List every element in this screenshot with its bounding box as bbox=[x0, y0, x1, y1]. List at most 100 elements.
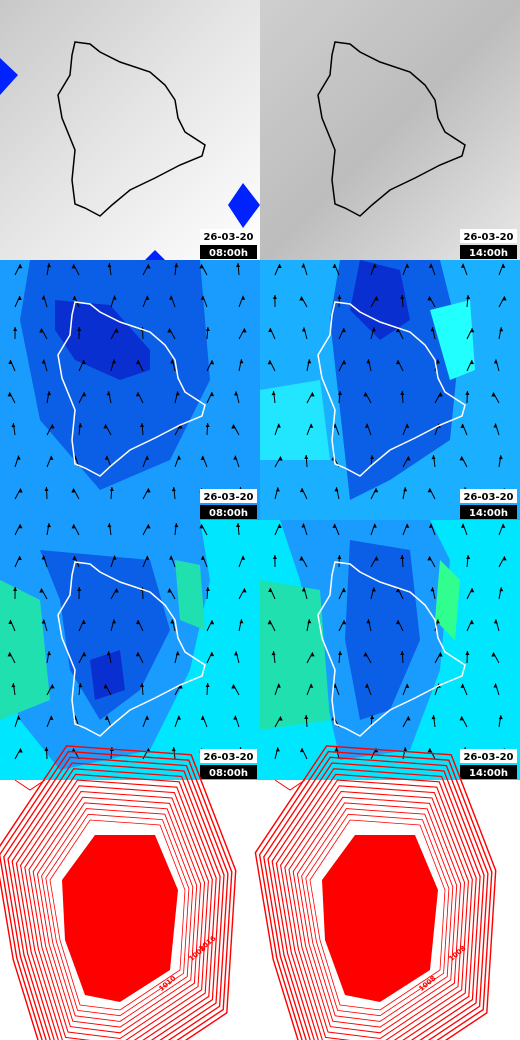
wind-arrow-head bbox=[405, 263, 410, 268]
wind-arrow-head bbox=[72, 295, 77, 300]
wind-arrow-head bbox=[200, 455, 205, 460]
map-panel: 26-03-20 14:00h bbox=[260, 260, 520, 520]
isobar bbox=[284, 785, 469, 1040]
coastline bbox=[317, 561, 466, 737]
map-panel: 26-03-20 08:00h bbox=[0, 520, 260, 780]
wind-arrow bbox=[232, 424, 240, 436]
wind-arrow-head bbox=[8, 359, 13, 364]
wind-arrow-head bbox=[438, 652, 443, 657]
date-label: 26-03-20 bbox=[203, 492, 253, 503]
wind-arrow-head bbox=[395, 620, 400, 625]
wind-arrow-head bbox=[210, 652, 215, 657]
wind-arrow-head bbox=[460, 683, 465, 688]
wind-arrow-head bbox=[491, 652, 496, 657]
wind-arrow-head bbox=[427, 296, 432, 301]
wind-arrow-head bbox=[267, 360, 272, 365]
wind-arrow bbox=[269, 620, 276, 632]
wind-arrow-head bbox=[435, 619, 440, 624]
wind-arrow-head bbox=[334, 487, 339, 492]
coastline bbox=[317, 301, 466, 477]
wind-arrow-head bbox=[13, 327, 18, 332]
isobar bbox=[36, 802, 198, 1028]
wind-arrow bbox=[492, 652, 500, 664]
wind-arrow bbox=[402, 716, 410, 728]
field-area bbox=[228, 183, 260, 228]
isobar bbox=[258, 750, 493, 1040]
wind-arrow bbox=[364, 652, 372, 664]
wind-arrow-head bbox=[460, 423, 465, 428]
wind-arrow-head bbox=[44, 747, 49, 752]
wind-arrow-head bbox=[395, 328, 400, 333]
wind-arrow-head bbox=[233, 391, 238, 396]
wind-arrow bbox=[9, 392, 16, 404]
field-area bbox=[260, 380, 330, 460]
wind-arrow-head bbox=[364, 683, 369, 688]
wind-arrow-head bbox=[371, 587, 376, 592]
wind-arrow bbox=[434, 392, 442, 404]
wind-arrow bbox=[300, 556, 308, 568]
wind-arrow bbox=[14, 264, 21, 276]
wind-arrow-head bbox=[502, 556, 507, 561]
wind-arrow-head bbox=[41, 295, 46, 300]
wind-arrow-head bbox=[427, 488, 432, 493]
wind-arrow-head bbox=[145, 555, 150, 560]
wind-arrow-head bbox=[275, 747, 280, 752]
wind-arrow-head bbox=[146, 264, 151, 269]
map-panel: 26-03-20 14:00h bbox=[260, 520, 520, 780]
wind-arrow bbox=[434, 652, 442, 664]
wind-arrow-head bbox=[71, 264, 76, 269]
wind-arrow-head bbox=[47, 523, 52, 528]
field-area bbox=[40, 550, 170, 720]
wind-arrow-head bbox=[427, 748, 432, 753]
wind-arrow-head bbox=[71, 488, 76, 493]
wind-arrow-head bbox=[8, 619, 13, 624]
time-box bbox=[460, 245, 517, 259]
wind-arrow-head bbox=[236, 263, 241, 268]
wind-arrow-head bbox=[210, 360, 215, 365]
wind-arrow-head bbox=[233, 455, 238, 460]
wind-arrow-head bbox=[135, 620, 140, 625]
wind-arrow-head bbox=[465, 391, 470, 396]
wind-arrow-head bbox=[405, 423, 410, 428]
wind-arrow-head bbox=[304, 455, 309, 460]
wind-arrow-head bbox=[342, 588, 347, 593]
wind-arrow-head bbox=[268, 328, 273, 333]
wind-arrow-head bbox=[400, 295, 405, 300]
wind-arrow-head bbox=[174, 263, 179, 268]
field-area bbox=[430, 300, 475, 380]
wind-arrow-head bbox=[210, 620, 215, 625]
wind-arrow-head bbox=[470, 328, 475, 333]
wind-arrow-head bbox=[337, 295, 342, 300]
wind-arrow bbox=[46, 424, 54, 436]
wind-arrow-head bbox=[205, 423, 210, 428]
wind-arrow bbox=[168, 328, 176, 340]
field-area bbox=[0, 0, 260, 260]
wind-arrow bbox=[104, 684, 112, 696]
wind-arrow-head bbox=[200, 295, 205, 300]
wind-arrow-head bbox=[405, 523, 410, 528]
wind-arrow-head bbox=[338, 651, 343, 656]
wind-arrow-head bbox=[395, 588, 400, 593]
wind-arrow-head bbox=[233, 715, 238, 720]
wind-arrow-head bbox=[337, 555, 342, 560]
wind-arrow-head bbox=[140, 423, 145, 428]
wind-arrow bbox=[110, 328, 118, 340]
wind-arrow-head bbox=[310, 392, 315, 397]
wind-arrow bbox=[104, 424, 112, 436]
wind-arrow-head bbox=[39, 328, 44, 333]
wind-arrow-head bbox=[395, 360, 400, 365]
wind-arrow-head bbox=[107, 523, 112, 528]
wind-arrow bbox=[428, 556, 436, 568]
wind-arrow-head bbox=[167, 328, 172, 333]
time-box bbox=[460, 765, 517, 779]
wind-arrow bbox=[238, 328, 246, 340]
wind-arrow bbox=[142, 264, 150, 276]
wind-arrow-head bbox=[205, 683, 210, 688]
coastline bbox=[57, 301, 206, 477]
wind-arrow-head bbox=[501, 523, 506, 528]
wind-arrow-head bbox=[112, 619, 117, 624]
isobar bbox=[274, 779, 306, 791]
